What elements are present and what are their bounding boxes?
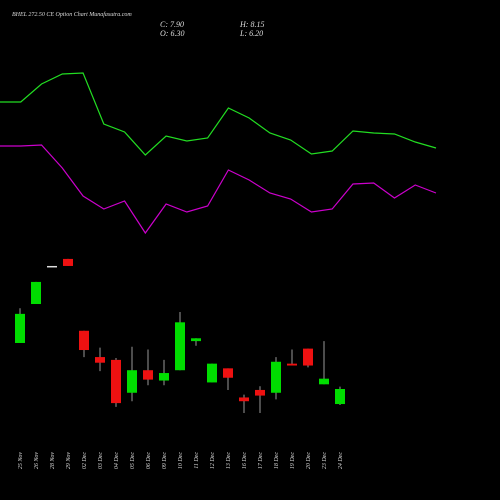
candle-body (175, 322, 185, 371)
x-tick-label: 09 Dec (162, 452, 168, 469)
stat-high: H: 8.15 (239, 20, 264, 29)
x-tick-label: 18 Dec (274, 452, 280, 469)
candle-body (271, 361, 281, 393)
candle-body (111, 359, 121, 404)
x-tick-label: 17 Dec (258, 452, 264, 469)
chart-title: BHEL 272.50 CE Option Chart Munafasutra.… (12, 11, 132, 18)
candle-body (127, 370, 137, 393)
x-tick-label: 04 Dec (113, 452, 120, 469)
candle-body (255, 389, 265, 396)
x-tick-label: 06 Dec (146, 452, 152, 469)
candle-body (15, 313, 25, 343)
x-tick-label: 12 Dec (210, 452, 216, 469)
candle-body (191, 338, 201, 342)
candle-body (63, 258, 73, 266)
x-tick-label: 20 Dec (306, 452, 312, 469)
x-tick-label: 25 Nov (18, 452, 24, 470)
x-tick-label: 05 Dec (130, 452, 136, 469)
x-tick-label: 26 Nov (34, 452, 40, 470)
candle-body (159, 373, 169, 381)
x-tick-label: 03 Dec (98, 452, 104, 469)
candle-body (79, 330, 89, 351)
candle-body (319, 378, 329, 385)
candle-body (47, 265, 57, 268)
stat-close: C: 7.90 (160, 20, 184, 29)
candle-body (287, 363, 297, 366)
x-tick-label: 13 Dec (226, 452, 232, 469)
candle-body (335, 389, 345, 405)
x-tick-label: 29 Nov (66, 452, 72, 470)
x-tick-label: 19 Dec (290, 452, 296, 469)
stat-open: O: 6.30 (160, 29, 184, 38)
candle-body (207, 363, 217, 383)
candle-body (303, 348, 313, 366)
x-tick-label: 10 Dec (178, 452, 184, 469)
x-tick-label: 02 Dec (82, 452, 88, 469)
candle-body (239, 397, 249, 402)
candle-body (95, 357, 105, 363)
x-tick-label: 23 Dec (322, 452, 328, 469)
candle-body (31, 281, 41, 305)
x-tick-label: 16 Dec (242, 452, 248, 469)
x-tick-label: 24 Dec (337, 452, 344, 469)
x-tick-label: 11 Dec (194, 452, 200, 469)
candle-body (143, 370, 153, 380)
stat-low: L: 6.20 (239, 29, 263, 38)
candle-body (223, 368, 233, 378)
indicator-line (0, 144, 437, 235)
indicator-line (0, 72, 437, 156)
x-tick-label: 28 Nov (50, 452, 56, 470)
